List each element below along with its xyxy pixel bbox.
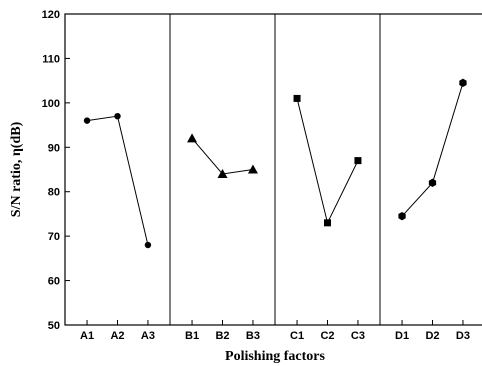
x-tick-label: B2 <box>215 330 229 342</box>
data-point <box>398 211 406 221</box>
y-tick-label: 90 <box>48 142 60 154</box>
series-line <box>401 82 464 217</box>
x-axis-ticks: A1 A2 A3 B1 B2 B3 C1 C2 C3 D1 D2 D3 <box>80 320 470 342</box>
data-point <box>459 78 467 88</box>
data-point <box>114 112 121 120</box>
x-tick-label: D1 <box>395 330 409 342</box>
plot-frame <box>64 13 482 326</box>
y-tick-label: 110 <box>42 53 60 65</box>
x-tick-label: A1 <box>80 330 94 342</box>
series-group <box>398 78 467 221</box>
x-tick-label: A2 <box>110 330 124 342</box>
data-point <box>293 94 301 102</box>
series-line <box>296 98 359 225</box>
y-tick-label: 70 <box>48 231 60 243</box>
x-tick-label: C2 <box>320 330 334 342</box>
x-tick-label: B3 <box>246 330 260 342</box>
y-tick-label: 60 <box>48 276 60 288</box>
y-tick-label: 50 <box>48 320 60 332</box>
factor-group-separators <box>169 14 381 325</box>
data-point <box>187 133 198 143</box>
data-point <box>247 164 258 174</box>
y-tick-label: 80 <box>48 187 60 199</box>
series-group <box>83 112 152 249</box>
data-point <box>354 157 362 165</box>
x-tick-label: C3 <box>351 330 365 342</box>
y-tick-label: 120 <box>42 9 60 21</box>
data-point <box>324 219 331 227</box>
x-tick-label: D2 <box>425 330 439 342</box>
series-line <box>191 138 254 175</box>
series-group <box>293 94 362 227</box>
x-tick-label: C1 <box>290 330 304 342</box>
y-axis-title: S/N ratio, η(dB) <box>9 121 24 217</box>
x-tick-label: D3 <box>456 330 470 342</box>
series-layer <box>83 78 467 249</box>
x-tick-label: B1 <box>185 330 199 342</box>
series-group <box>187 133 258 178</box>
y-axis-ticks: 50 60 70 80 90 100 110 120 <box>42 9 70 332</box>
data-point <box>217 168 228 178</box>
x-tick-label: A3 <box>141 330 155 342</box>
data-point <box>428 178 437 188</box>
series-line <box>86 115 149 246</box>
data-point <box>83 117 91 124</box>
x-axis-title: Polishing factors <box>225 349 325 364</box>
y-tick-label: 100 <box>42 98 60 110</box>
data-point <box>144 241 152 249</box>
